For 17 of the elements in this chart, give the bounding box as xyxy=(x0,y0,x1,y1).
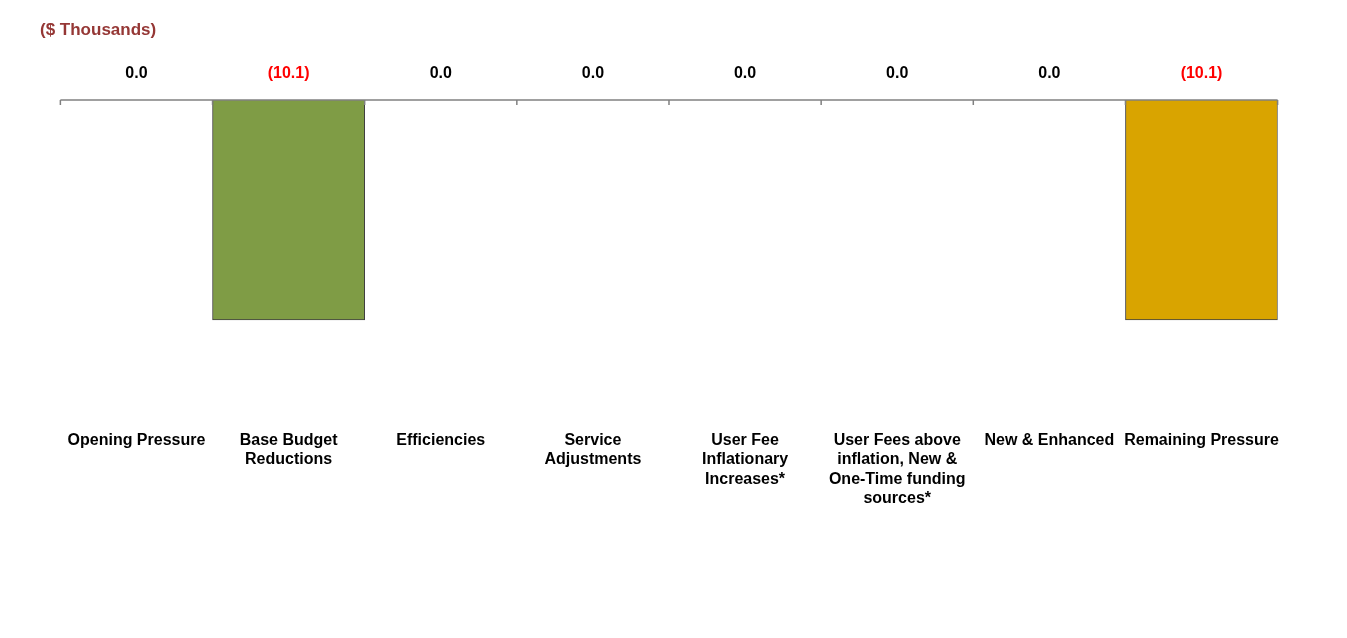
data-label: 0.0 xyxy=(581,64,605,81)
x-tick-label: Remaining Pressure xyxy=(1124,431,1279,449)
data-label: 0.0 xyxy=(1038,64,1061,81)
x-tick-label: User Fee Inflationary Increases* xyxy=(701,431,789,487)
x-tick-label: Service Adjustments xyxy=(544,431,642,468)
data-label: 0.0 xyxy=(125,64,148,81)
x-tick-label: Efficiencies xyxy=(396,431,486,449)
x-tick-label: New & Enhanced xyxy=(984,431,1115,449)
data-label: 0.0 xyxy=(429,64,452,81)
data-label: (10.1) xyxy=(1180,64,1223,81)
x-tick-label: User Fees above inflation, New & One-Time funding sources* xyxy=(828,431,966,506)
x-tick-label: Base Budget Reductions xyxy=(239,431,339,468)
data-label: 0.0 xyxy=(733,64,757,81)
data-label: 0.0 xyxy=(886,64,909,81)
text: ($ Thousands) xyxy=(40,20,157,40)
data-label: (10.1) xyxy=(267,64,310,81)
x-tick-label: Opening Pressure xyxy=(67,431,206,449)
